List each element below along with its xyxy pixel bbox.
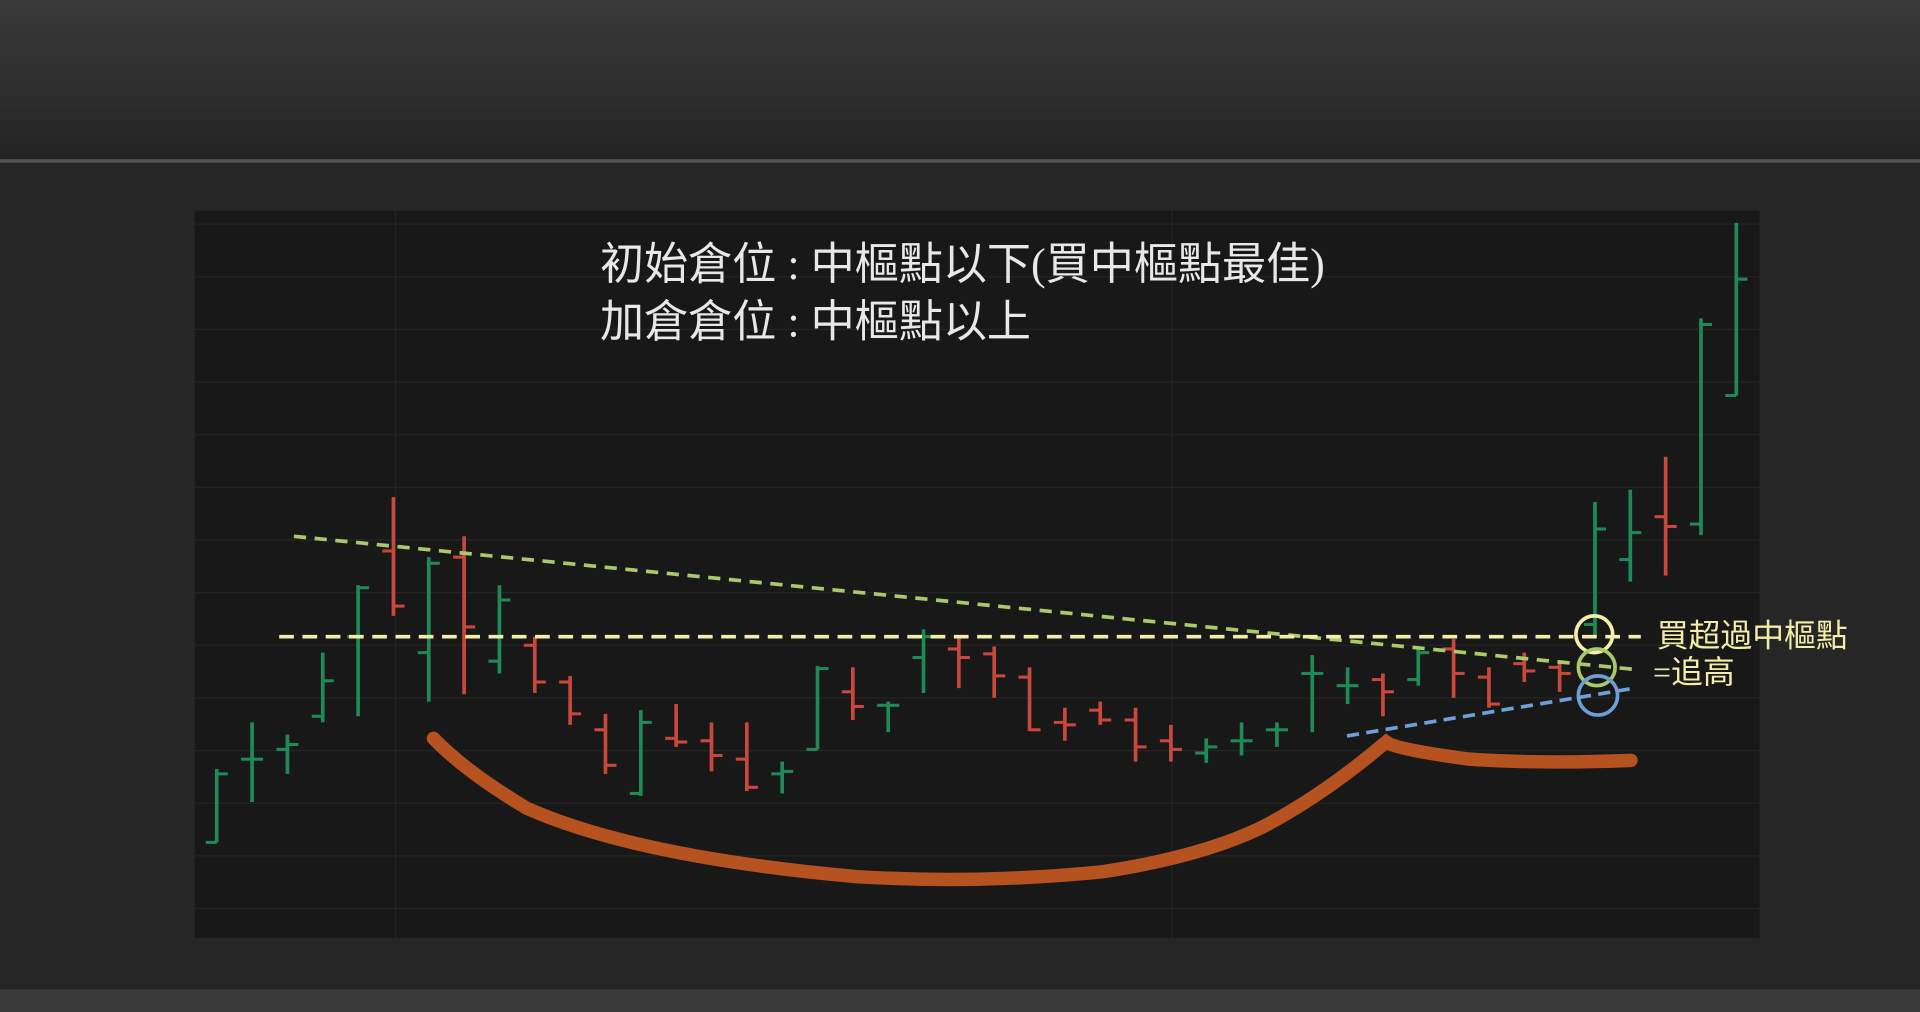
support-line <box>1346 686 1635 738</box>
chart-panel <box>194 210 1760 938</box>
trend-line <box>293 534 1639 672</box>
subtitle: 加倉倉位 : 中樞點以上 <box>600 298 1031 347</box>
grid <box>194 210 1760 938</box>
top-band <box>0 0 1920 160</box>
circle-marker <box>1574 614 1615 655</box>
bars <box>205 222 1748 844</box>
annotation: =追高 <box>1653 655 1735 690</box>
cup-curve <box>426 731 1638 887</box>
annotation: 買超過中樞點 <box>1657 619 1848 654</box>
bottom-bar <box>0 989 1920 1012</box>
title: 初始倉位 : 中樞點以下(買中樞點最佳) <box>600 240 1325 289</box>
annotations <box>279 534 1641 887</box>
circle-marker <box>1576 647 1617 688</box>
circle-marker <box>1576 674 1620 717</box>
top-rule <box>0 159 1920 163</box>
